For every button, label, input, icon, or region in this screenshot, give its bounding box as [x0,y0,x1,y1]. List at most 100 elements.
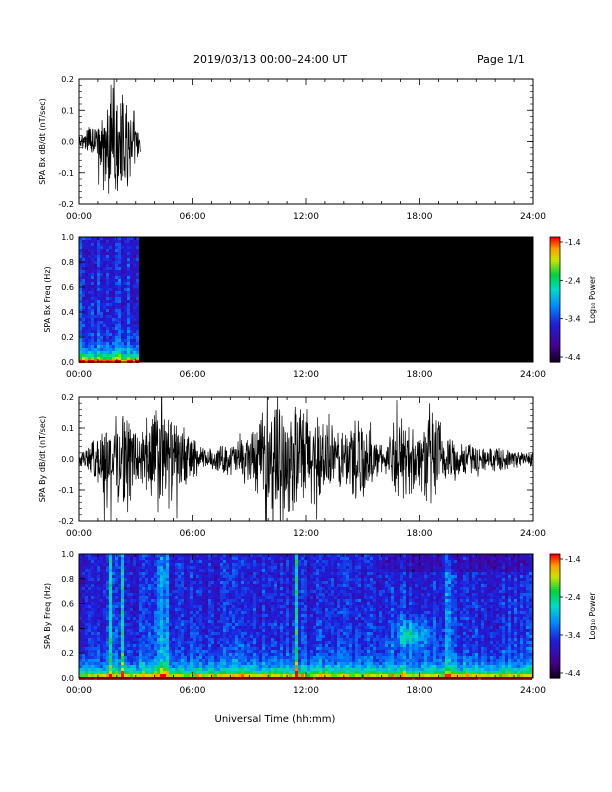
spectrogram-cell [148,602,151,605]
spectrogram-cell [88,608,91,611]
spectrogram-cell [112,291,115,294]
spectrogram-cell [259,656,262,659]
spectrogram-cell [151,590,154,593]
spectrogram-cell [325,557,328,560]
spectrogram-cell [136,614,139,617]
spectrogram-cell [337,554,340,557]
spectrogram-cell [157,656,160,659]
spectrogram-cell [133,324,136,327]
spectrogram-cell [274,560,277,563]
spectrogram-cell [130,315,133,318]
spectrogram-cell [94,554,97,557]
spectrogram-cell [85,276,88,279]
spectrogram-cell [343,638,346,641]
spectrogram-cell [121,620,124,623]
spectrogram-cell [313,617,316,620]
spectrogram-cell [136,267,139,270]
spectrogram-cell [328,665,331,668]
spectrogram-cell [79,300,82,303]
spectrogram-cell [136,309,139,312]
spectrogram-cell [283,623,286,626]
spectrogram-cell [199,668,202,671]
spectrogram-cell [118,357,121,360]
spectrogram-cell [205,641,208,644]
spectrogram-cell [118,246,121,249]
spectrogram-cell [202,569,205,572]
spectrogram-cell [130,255,133,258]
spectrogram-cell [232,560,235,563]
spectrogram-cell [85,605,88,608]
spectrogram-cell [274,635,277,638]
spectrogram-cell [337,584,340,587]
colorbar-segment [550,347,560,351]
spectrogram-cell [103,312,106,315]
spectrogram-cell [181,569,184,572]
spectrogram-cell [184,575,187,578]
spectrogram-cell [103,276,106,279]
spectrogram-cell [190,641,193,644]
spectrogram-cell [100,357,103,360]
spectrogram-cell [106,324,109,327]
spectrogram-cell [106,303,109,306]
spectrogram-cell [82,324,85,327]
spectrogram-cell [202,668,205,671]
spectrogram-cell [217,647,220,650]
spectrogram-cell [115,566,118,569]
spectrogram-cell [223,584,226,587]
spectrogram-cell [109,668,112,671]
colorbar-segment [550,322,560,326]
spectrogram-cell [97,255,100,258]
spectrogram-cell [340,620,343,623]
spectrogram-cell [226,647,229,650]
spectrogram-cell [316,602,319,605]
spectrogram-cell [289,641,292,644]
spectrogram-cell [199,590,202,593]
spectrogram-cell [115,345,118,348]
spectrogram-cell [241,674,244,677]
spectrogram-cell [205,638,208,641]
spectrogram-cell [130,306,133,309]
spectrogram-cell [259,596,262,599]
spectrogram-cell [331,554,334,557]
spectrogram-cell [274,572,277,575]
spectrogram-cell [301,572,304,575]
spectrogram-cell [307,641,310,644]
spectrogram-cell [295,653,298,656]
spectrogram-cell [148,590,151,593]
x-tick-label: 06:00 [180,529,206,539]
spectrogram-cell [163,566,166,569]
spectrogram-cell [79,294,82,297]
spectrogram-cell [133,578,136,581]
spectrogram-cell [127,309,130,312]
spectrogram-cell [226,632,229,635]
spectrogram-cell [253,635,256,638]
spectrogram-cell [286,566,289,569]
spectrogram-cell [100,569,103,572]
spectrogram-cell [340,563,343,566]
spectrogram-cell [100,644,103,647]
spectrogram-cell [328,668,331,671]
spectrogram-cell [331,590,334,593]
spectrogram-cell [250,671,253,674]
spectrogram-cell [244,626,247,629]
spectrogram-cell [193,638,196,641]
spectrogram-cell [268,668,271,671]
spectrogram-cell [88,572,91,575]
spectrogram-cell [193,578,196,581]
spectrogram-cell [220,572,223,575]
spectrogram-cell [106,321,109,324]
spectrogram-cell [196,590,199,593]
spectrogram-cell [268,557,271,560]
spectrogram-cell [133,294,136,297]
spectrogram-cell [97,354,100,357]
spectrogram-cell [184,581,187,584]
spectrogram-cell [97,324,100,327]
spectrogram-cell [106,318,109,321]
spectrogram-cell [313,647,316,650]
spectrogram-cell [109,324,112,327]
spectrogram-cell [196,617,199,620]
spectrogram-cell [307,617,310,620]
spectrogram-cell [124,554,127,557]
spectrogram-cell [109,276,112,279]
spectrogram-cell [142,587,145,590]
